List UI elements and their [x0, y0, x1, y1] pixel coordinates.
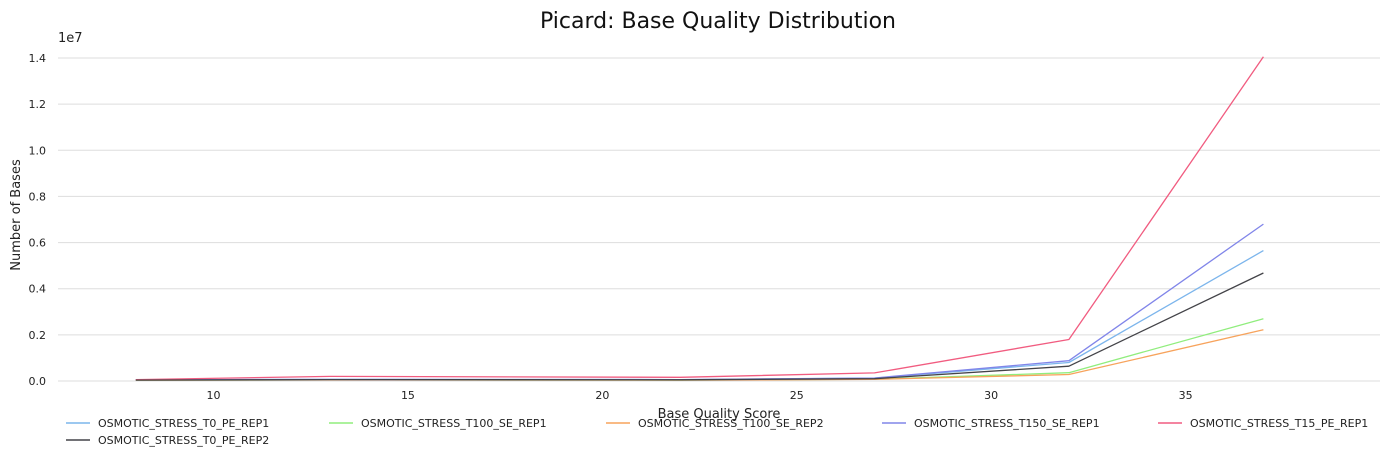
y-tick-label: 0.4 — [29, 283, 47, 296]
y-tick-label: 0.8 — [29, 190, 47, 203]
series-lines — [135, 56, 1264, 381]
series-line-2 — [135, 329, 1264, 381]
series-line-5 — [135, 272, 1264, 381]
y-scale-label: 1e7 — [58, 31, 83, 46]
x-tick-label: 10 — [207, 389, 221, 402]
legend-label: OSMOTIC_STRESS_T100_SE_REP1 — [361, 417, 547, 430]
legend-label: OSMOTIC_STRESS_T0_PE_REP2 — [98, 434, 269, 447]
legend-label: OSMOTIC_STRESS_T150_SE_REP1 — [914, 417, 1100, 430]
legend-label: OSMOTIC_STRESS_T100_SE_REP2 — [638, 417, 824, 430]
x-axis-label: Base Quality Score — [658, 407, 781, 422]
y-tick-label: 0.6 — [29, 237, 47, 250]
x-tick-label: 30 — [984, 389, 998, 402]
y-tick-label: 0.2 — [29, 329, 47, 342]
x-tick-label: 25 — [790, 389, 804, 402]
x-tick-label: 20 — [595, 389, 609, 402]
y-axis-ticks: 0.0 0.2 0.4 0.6 0.8 1.0 1.2 1.4 — [29, 52, 47, 388]
y-tick-label: 1.0 — [29, 144, 47, 157]
chart-title: Picard: Base Quality Distribution — [540, 9, 896, 34]
series-line-1 — [135, 318, 1264, 381]
legend: OSMOTIC_STRESS_T0_PE_REP1 OSMOTIC_STRESS_… — [66, 417, 1368, 447]
legend-label: OSMOTIC_STRESS_T0_PE_REP1 — [98, 417, 269, 430]
y-tick-label: 1.4 — [29, 52, 47, 65]
y-tick-label: 1.2 — [29, 98, 47, 111]
x-tick-label: 15 — [401, 389, 415, 402]
series-line-4 — [135, 56, 1264, 381]
series-line-0 — [135, 250, 1264, 381]
y-axis-label: Number of Bases — [9, 159, 24, 271]
legend-label: OSMOTIC_STRESS_T15_PE_REP1 — [1190, 417, 1368, 430]
x-axis-ticks: 10 15 20 25 30 35 — [207, 389, 1193, 402]
x-tick-label: 35 — [1179, 389, 1193, 402]
y-tick-label: 0.0 — [29, 375, 47, 388]
gridlines — [58, 57, 1380, 382]
